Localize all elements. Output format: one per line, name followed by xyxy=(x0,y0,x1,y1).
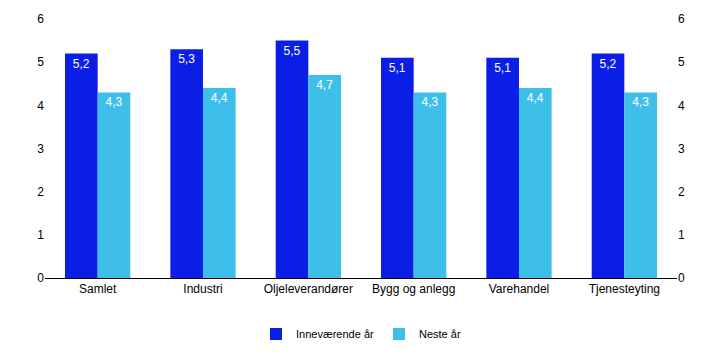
svg-text:6: 6 xyxy=(37,12,44,26)
svg-text:Varehandel: Varehandel xyxy=(489,282,550,296)
svg-text:Inneværende år: Inneværende år xyxy=(296,328,374,340)
svg-text:0: 0 xyxy=(678,271,685,285)
svg-text:4,7: 4,7 xyxy=(316,78,333,92)
svg-text:4,4: 4,4 xyxy=(211,91,228,105)
svg-text:3: 3 xyxy=(37,142,44,156)
svg-text:4,3: 4,3 xyxy=(632,95,649,109)
svg-text:3: 3 xyxy=(678,142,685,156)
svg-text:1: 1 xyxy=(37,228,44,242)
svg-text:5,3: 5,3 xyxy=(178,52,195,66)
svg-text:1: 1 xyxy=(678,228,685,242)
svg-text:Industri: Industri xyxy=(183,282,222,296)
svg-text:0: 0 xyxy=(37,271,44,285)
svg-text:5,5: 5,5 xyxy=(284,44,301,58)
svg-text:5,2: 5,2 xyxy=(73,57,90,71)
svg-text:2: 2 xyxy=(678,185,685,199)
svg-text:4,4: 4,4 xyxy=(527,91,544,105)
svg-text:5,1: 5,1 xyxy=(389,61,406,75)
svg-text:5,2: 5,2 xyxy=(600,57,617,71)
svg-text:4,3: 4,3 xyxy=(421,95,438,109)
svg-text:5: 5 xyxy=(37,55,44,69)
svg-text:6: 6 xyxy=(678,12,685,26)
svg-text:4,3: 4,3 xyxy=(105,95,122,109)
svg-text:Oljeleverandører: Oljeleverandører xyxy=(264,282,353,296)
svg-text:Neste år: Neste år xyxy=(419,328,461,340)
svg-text:Bygg og anlegg: Bygg og anlegg xyxy=(372,282,455,296)
svg-text:4: 4 xyxy=(37,99,44,113)
svg-text:2: 2 xyxy=(37,185,44,199)
svg-text:5,1: 5,1 xyxy=(494,61,511,75)
svg-text:Tjenesteyting: Tjenesteyting xyxy=(589,282,660,296)
svg-text:Samlet: Samlet xyxy=(79,282,117,296)
svg-text:4: 4 xyxy=(678,99,685,113)
svg-text:5: 5 xyxy=(678,55,685,69)
